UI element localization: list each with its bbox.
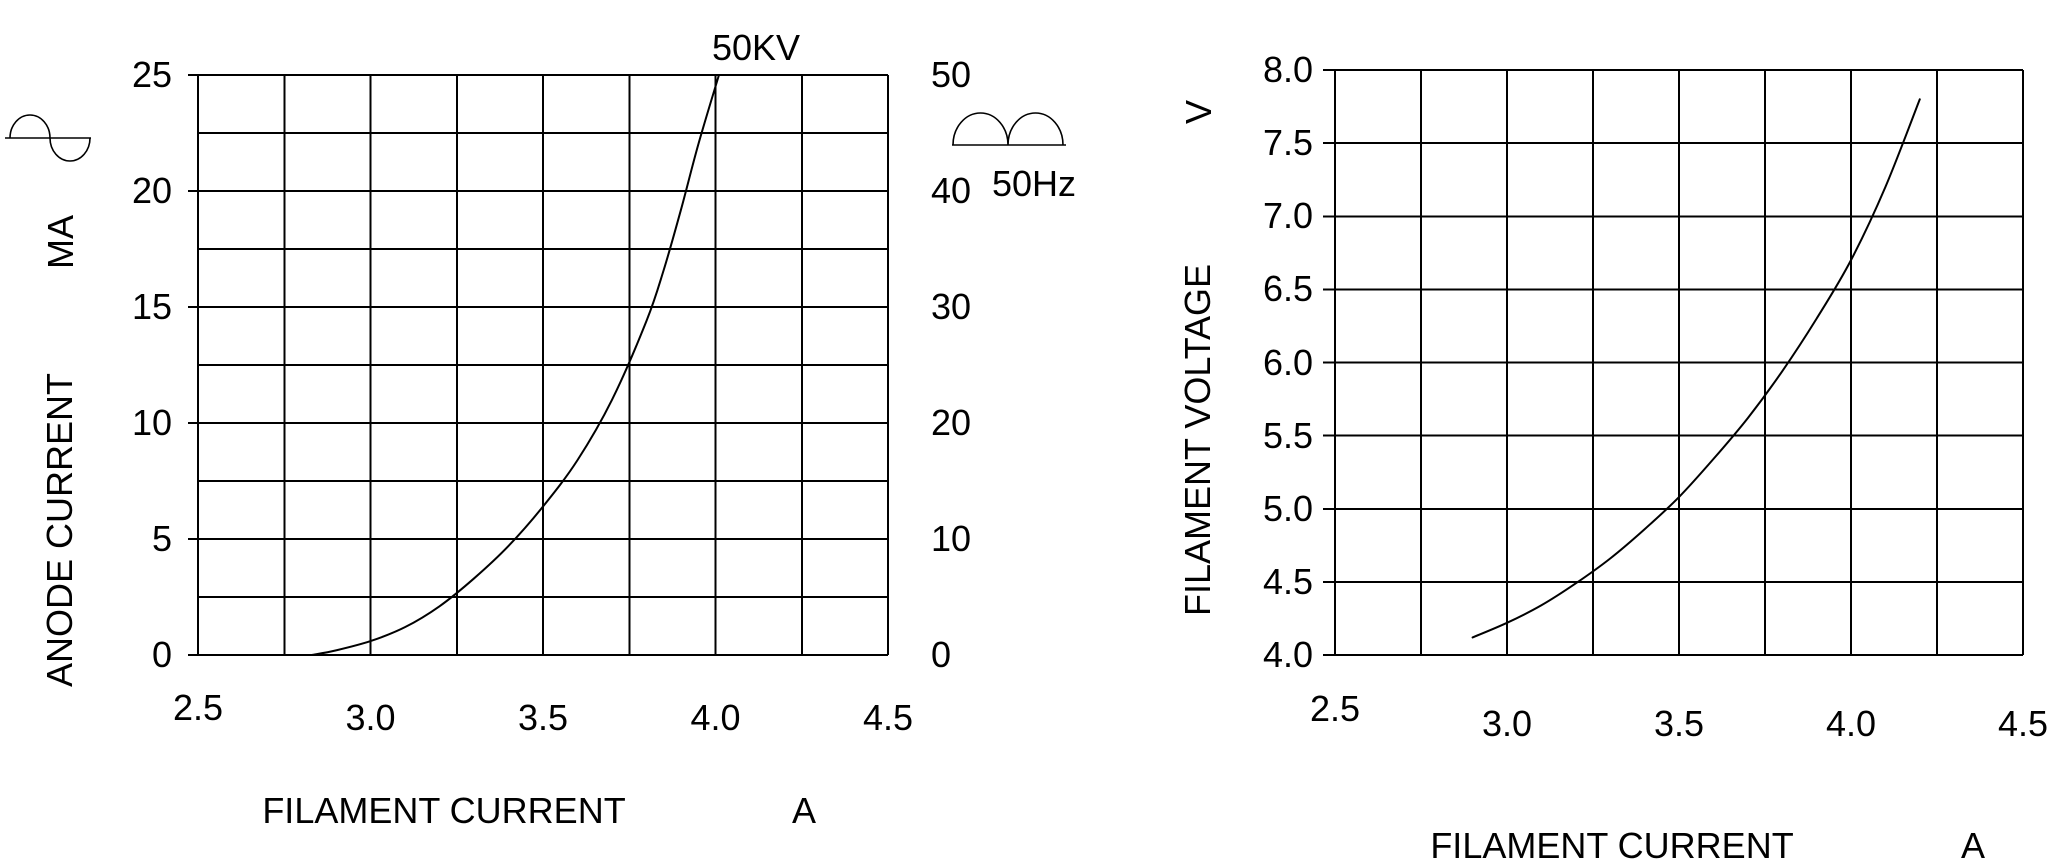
chart1-y-tick-label: 6.5 bbox=[1262, 268, 1313, 310]
full-wave-rectified-wave-icon bbox=[952, 112, 1066, 146]
chart1-x-tick-label: 3.5 bbox=[1653, 703, 1705, 744]
chart1-y-tick-label: 5.0 bbox=[1262, 487, 1313, 529]
right-chart-y-axis-unit: V bbox=[1178, 99, 1219, 125]
chart0-y-tick-label: 5 bbox=[151, 518, 172, 559]
chart0-y2-tick-label: 10 bbox=[931, 518, 972, 559]
chart0-y-tick-label: 25 bbox=[131, 54, 172, 95]
chart1-y-tick-label: 8.0 bbox=[1262, 49, 1313, 90]
chart0-x-tick-label: 3.0 bbox=[345, 697, 396, 738]
ac-sine-wave-icon bbox=[5, 114, 91, 162]
left-chart-y-axis-unit: MA bbox=[40, 215, 81, 269]
chart1-y-tick-label: 7.0 bbox=[1262, 195, 1313, 237]
chart0-y2-tick-label: 30 bbox=[931, 286, 972, 327]
chart0-x-tick-label: 2.5 bbox=[172, 687, 224, 728]
chart1-x-tick-label: 3.0 bbox=[1481, 703, 1533, 744]
chart0-curve-50kv bbox=[310, 74, 720, 656]
chart0-x-tick-label: 3.5 bbox=[517, 697, 569, 738]
curve-annotation-50kv: 50KV bbox=[711, 27, 801, 68]
chart0-x-tick-label: 4.5 bbox=[862, 697, 914, 738]
right-chart-x-axis-unit: A bbox=[1960, 825, 1986, 861]
chart0-y2-tick-label: 0 bbox=[931, 634, 952, 675]
chart1-y-tick-label: 5.5 bbox=[1262, 414, 1313, 456]
left-chart-x-axis-unit: A bbox=[791, 790, 817, 831]
left-chart-y-axis-title: ANODE CURRENT bbox=[39, 372, 80, 688]
chart1-x-tick-label: 2.5 bbox=[1309, 688, 1361, 729]
waveform-annotation-50hz: 50Hz bbox=[992, 163, 1077, 204]
chart0-y2-tick-label: 40 bbox=[931, 170, 972, 211]
chart0-y-tick-label: 20 bbox=[131, 170, 172, 211]
chart1-x-tick-label: 4.5 bbox=[1997, 703, 2048, 744]
chart0-y-tick-label: 15 bbox=[131, 286, 172, 327]
right-chart-y-axis-title: FILAMENT VOLTAGE bbox=[1177, 263, 1218, 617]
chart1-y-tick-label: 4.0 bbox=[1262, 634, 1313, 675]
chart0-y2-tick-label: 20 bbox=[931, 402, 972, 443]
chart0-y-tick-label: 0 bbox=[151, 634, 172, 675]
chart0-y2-tick-label: 50 bbox=[931, 54, 972, 95]
left-chart-x-axis-title: FILAMENT CURRENT bbox=[262, 790, 626, 831]
chart1-y-tick-label: 7.5 bbox=[1262, 122, 1313, 164]
chart1-x-tick-label: 4.0 bbox=[1825, 703, 1877, 744]
chart1-y-tick-label: 4.5 bbox=[1262, 560, 1313, 602]
right-chart-x-axis-title: FILAMENT CURRENT bbox=[1430, 825, 1794, 861]
chart0-y-tick-label: 10 bbox=[131, 402, 172, 443]
chart0-x-tick-label: 4.0 bbox=[690, 697, 741, 738]
chart1-curve-filament-voltage bbox=[1471, 98, 1921, 639]
chart1-y-tick-label: 6.0 bbox=[1262, 341, 1313, 383]
